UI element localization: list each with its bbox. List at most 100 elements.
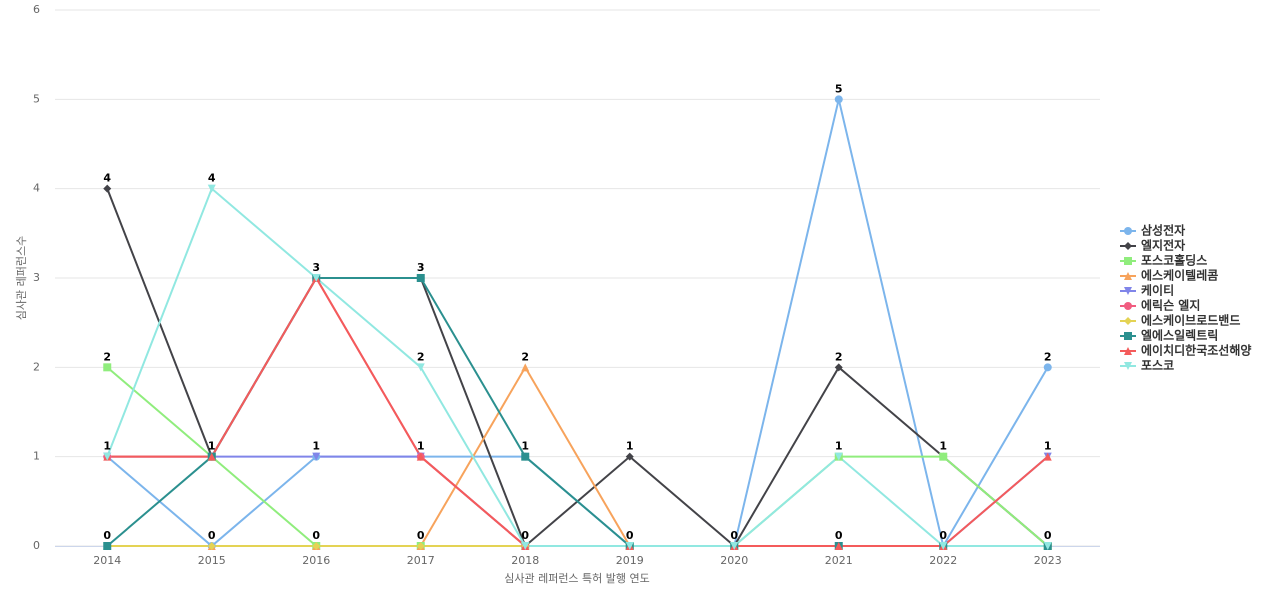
legend-label: 에릭슨 엘지 [1141,298,1200,313]
y-tick-label: 6 [33,3,40,16]
data-point [521,542,530,550]
data-point [207,452,216,461]
data-point [730,542,739,550]
y-tick-label: 1 [33,450,40,463]
data-label: 0 [417,529,425,542]
data-label: 1 [312,440,320,453]
x-tick-label: 2018 [511,554,539,567]
data-point [207,542,216,550]
legend-label: 에이치디한국조선해양 [1141,343,1251,358]
data-label: 3 [417,261,425,274]
legend-label: 케이티 [1141,283,1174,298]
data-label: 0 [208,529,216,542]
data-label: 1 [626,440,634,453]
x-tick-label: 2017 [407,554,435,567]
y-tick-label: 5 [33,92,40,105]
x-tick-label: 2020 [720,554,748,567]
x-tick-label: 2022 [929,554,957,567]
data-point [103,542,112,550]
data-point [834,542,843,550]
legend-symbol [1124,242,1132,250]
data-label: 1 [1044,440,1052,453]
legend-label: 포스코 [1141,359,1174,373]
x-axis-title: 심사관 레퍼런스 특허 발행 연도 [504,572,650,585]
data-label: 2 [835,350,843,363]
data-point [1043,363,1052,372]
data-point [834,452,843,461]
data-point [625,452,634,461]
data-label: 4 [208,172,216,185]
data-point [207,184,216,193]
data-point [939,542,948,550]
legend-label: 에스케이브로드밴드 [1141,313,1240,328]
data-label: 0 [835,529,843,542]
data-point [939,452,948,461]
data-point [103,452,112,461]
data-label: 0 [626,529,634,542]
data-label: 2 [417,350,425,363]
data-label: 1 [939,440,947,453]
data-point [416,363,425,372]
data-point [834,363,843,372]
legend-label: 삼성전자 [1141,223,1185,238]
y-tick-label: 3 [33,271,40,284]
series-line [106,99,1049,549]
data-label: 1 [208,440,216,453]
data-label: 0 [939,529,947,542]
legend-label: 엘지전자 [1141,238,1185,253]
y-tick-label: 4 [33,182,40,195]
data-label: 0 [312,529,320,542]
data-point [1043,452,1052,461]
data-point [103,363,112,372]
data-point [521,452,530,461]
x-tick-label: 2016 [302,554,330,567]
x-tick-label: 2023 [1034,554,1062,567]
y-axis-title: 심사관 레퍼런스수 [15,236,28,320]
legend-symbol [1124,272,1132,280]
y-tick-label: 0 [33,539,40,552]
data-label: 2 [103,350,111,363]
legend-symbol [1124,317,1132,325]
data-label: 1 [417,440,425,453]
data-label: 0 [1044,529,1052,542]
legend-symbol [1124,347,1132,355]
data-point [625,542,634,550]
data-label: 0 [103,529,111,542]
x-tick-label: 2019 [616,554,644,567]
x-tick-label: 2015 [198,554,226,567]
y-tick-label: 2 [33,360,40,373]
data-point [416,542,425,550]
data-point [312,542,321,550]
legend-symbol [1124,227,1132,235]
data-point [312,274,321,282]
data-label: 0 [730,529,738,542]
legend-symbol [1124,257,1132,265]
data-point [416,274,425,282]
series-line [106,186,1048,547]
series-line [107,276,1048,547]
data-label: 1 [521,440,529,453]
data-point [103,184,112,193]
data-label: 1 [103,440,111,453]
legend-label: 포스코홀딩스 [1141,253,1207,268]
data-point [416,452,425,461]
data-label: 0 [521,529,529,542]
data-label: 2 [1044,350,1052,363]
series-line [107,276,1049,547]
data-label: 4 [103,172,111,185]
data-label: 5 [835,82,843,95]
legend-symbol [1124,332,1132,340]
legend-symbol [1124,287,1132,295]
data-point [834,95,843,104]
data-point [521,363,530,372]
legend-symbol [1124,302,1132,310]
data-point [1043,542,1052,550]
data-label: 1 [835,440,843,453]
legend-symbol [1124,362,1132,370]
data-label: 3 [312,261,320,274]
x-tick-label: 2021 [825,554,853,567]
legend-label: 엘에스일렉트릭 [1141,328,1218,343]
data-point [312,452,321,461]
